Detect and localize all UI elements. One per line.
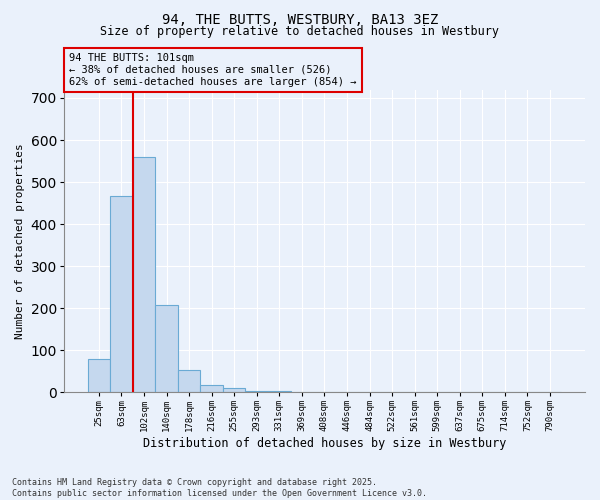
Bar xyxy=(155,305,178,392)
Bar xyxy=(110,196,133,392)
Bar xyxy=(223,388,245,392)
Text: 94 THE BUTTS: 101sqm
← 38% of detached houses are smaller (526)
62% of semi-deta: 94 THE BUTTS: 101sqm ← 38% of detached h… xyxy=(69,54,356,86)
X-axis label: Distribution of detached houses by size in Westbury: Distribution of detached houses by size … xyxy=(143,437,506,450)
Text: 94, THE BUTTS, WESTBURY, BA13 3EZ: 94, THE BUTTS, WESTBURY, BA13 3EZ xyxy=(162,12,438,26)
Bar xyxy=(88,360,110,392)
Bar xyxy=(133,157,155,392)
Bar xyxy=(178,370,200,392)
Text: Contains HM Land Registry data © Crown copyright and database right 2025.
Contai: Contains HM Land Registry data © Crown c… xyxy=(12,478,427,498)
Text: Size of property relative to detached houses in Westbury: Size of property relative to detached ho… xyxy=(101,25,499,38)
Y-axis label: Number of detached properties: Number of detached properties xyxy=(15,143,25,339)
Bar xyxy=(245,390,268,392)
Bar xyxy=(200,384,223,392)
